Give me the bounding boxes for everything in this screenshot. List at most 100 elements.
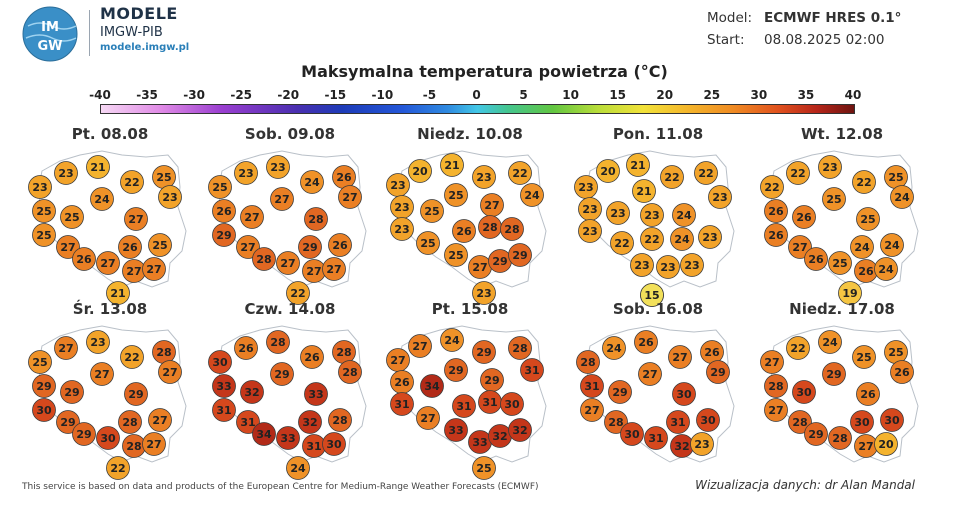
temperature-dot [580, 374, 604, 398]
temperature-value: 24 [606, 342, 622, 355]
temperature-dot [708, 185, 732, 209]
day-label: Śr. 13.08 [72, 300, 148, 318]
temperature-dot [890, 360, 914, 384]
temperature-value: 28 [482, 221, 497, 234]
temperature-dot [856, 207, 880, 231]
temperature-marker: 23 [708, 185, 732, 209]
temperature-marker: 21 [106, 281, 130, 305]
temperature-dot [764, 374, 788, 398]
temperature-value: 24 [290, 462, 306, 475]
temperature-value: 26 [76, 253, 92, 266]
temperature-marker: 23 [472, 281, 496, 305]
temperature-dot [236, 410, 260, 434]
temperature-value: 25 [448, 189, 463, 202]
temperature-marker: 29 [270, 362, 294, 386]
temperature-value: 22 [856, 176, 871, 189]
temperature-dot [632, 179, 656, 203]
temperature-marker: 22 [640, 227, 664, 251]
temperature-dot [764, 199, 788, 223]
temperature-marker: 29 [508, 243, 532, 267]
temperature-marker: 29 [124, 382, 148, 406]
temperature-value: 26 [704, 346, 720, 359]
temperature-dot [822, 187, 846, 211]
temperature-marker: 25 [444, 183, 468, 207]
temperature-marker: 23 [54, 161, 78, 185]
temperature-value: 23 [694, 438, 709, 451]
temperature-value: 23 [394, 223, 409, 236]
temperature-value: 25 [476, 462, 491, 475]
temperature-marker: 26 [300, 345, 324, 369]
temperature-dot [106, 281, 130, 305]
temperature-value: 27 [792, 241, 807, 254]
temperature-value: 30 [100, 432, 116, 445]
temperature-marker: 25 [152, 165, 176, 189]
temperature-marker: 25 [60, 205, 84, 229]
brand-url-link[interactable]: modele.imgw.pl [100, 42, 190, 53]
temperature-marker: 28 [828, 426, 852, 450]
temperature-marker: 27 [468, 255, 492, 279]
temperature-marker: 26 [792, 205, 816, 229]
temperature-dot [408, 159, 432, 183]
temperature-marker: 28 [478, 215, 502, 239]
temperature-dot [416, 231, 440, 255]
temperature-dot [328, 408, 352, 432]
temperature-dot [672, 382, 696, 406]
day-label: Pon. 11.08 [612, 125, 704, 143]
temperature-value: 30 [854, 416, 870, 429]
temperature-dot [828, 251, 852, 275]
temperature-marker: 25 [28, 350, 52, 374]
temperature-marker: 33 [212, 374, 236, 398]
temperature-dot [788, 235, 812, 259]
temperature-marker: 26 [700, 340, 724, 364]
temperature-dot [444, 358, 468, 382]
temperature-marker: 31 [666, 410, 690, 434]
temperature-dot [452, 219, 476, 243]
temperature-dot [286, 456, 310, 480]
scale-tick-label: 20 [656, 88, 674, 102]
temperature-value: 28 [512, 342, 527, 355]
temperature-marker: 30 [32, 398, 56, 422]
temperature-value: 24 [304, 176, 320, 189]
temperature-value: 26 [858, 265, 874, 278]
temperature-dot [640, 203, 664, 227]
temperature-value: 27 [326, 263, 341, 276]
temperature-value: 25 [448, 249, 463, 262]
temperature-value: 31 [648, 432, 663, 445]
temperature-marker: 30 [792, 380, 816, 404]
temperature-value: 29 [60, 416, 75, 429]
temperature-marker: 23 [606, 201, 630, 225]
day-label: Wt. 12.08 [800, 125, 884, 143]
temperature-dot [252, 247, 276, 271]
temperature-dot [444, 243, 468, 267]
temperature-value: 28 [768, 380, 783, 393]
temperature-value: 25 [36, 205, 51, 218]
temperature-value: 26 [768, 205, 784, 218]
temperature-dot [234, 336, 258, 360]
temperature-dot [638, 362, 662, 386]
poland-map: 26 28 26 28 30 28 29 33 32 33 31 31 32 28 34 33 31 30 24 [208, 325, 367, 480]
temperature-dot [890, 185, 914, 209]
temperature-value: 24 [94, 193, 110, 206]
temperature-marker: 24 [90, 187, 114, 211]
temperature-value: 25 [860, 213, 875, 226]
temperature-value: 27 [412, 340, 427, 353]
temperature-dot [792, 205, 816, 229]
temperature-dot [472, 456, 496, 480]
temperature-marker: 27 [158, 360, 182, 384]
model-label: Model: [707, 10, 753, 26]
temperature-marker: 21 [440, 153, 464, 177]
temperature-value: 27 [128, 213, 143, 226]
day-panel: Pt. 08.08 23 21 22 25 23 23 24 25 25 27 25 27 26 25 26 2… [20, 125, 200, 305]
temperature-value: 27 [764, 356, 779, 369]
temperature-dot [508, 418, 532, 442]
temperature-value: 23 [476, 287, 491, 300]
temperature-value: 27 [146, 263, 161, 276]
temperature-value: 23 [394, 201, 409, 214]
temperature-value: 22 [764, 181, 779, 194]
temperature-marker: 15 [640, 283, 664, 307]
temperature-dot [472, 281, 496, 305]
temperature-value: 26 [638, 336, 654, 349]
temperature-dot [32, 199, 56, 223]
scale-tick-label: -30 [183, 88, 205, 102]
temperature-dot [694, 161, 718, 185]
